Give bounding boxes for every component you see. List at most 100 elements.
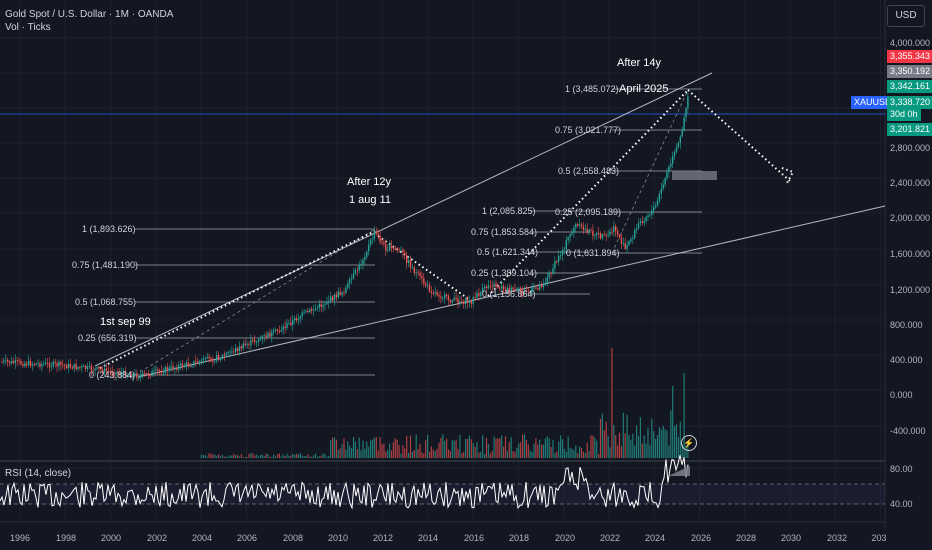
candle-body xyxy=(94,368,96,371)
currency-button[interactable]: USD xyxy=(887,5,925,27)
volume-bar xyxy=(428,451,431,458)
candle-body xyxy=(208,356,210,359)
time-tick: 2032 xyxy=(826,533,848,543)
annotation-sep-99[interactable]: 1st sep 99 xyxy=(100,316,151,328)
rsi-legend[interactable]: RSI (14, close) xyxy=(5,468,72,479)
volume-bar xyxy=(238,456,241,458)
candle-body xyxy=(421,275,423,279)
volume-bar xyxy=(474,446,476,458)
candle-body xyxy=(37,363,39,365)
volume-bar xyxy=(322,453,324,458)
candle-body xyxy=(605,234,607,236)
volume-bar xyxy=(212,454,214,458)
fib-right[interactable] xyxy=(612,88,702,254)
candle-body xyxy=(43,363,45,365)
candle-body xyxy=(191,365,193,367)
candle-body xyxy=(542,284,545,287)
candle-body xyxy=(223,354,225,356)
candle-body xyxy=(635,228,638,231)
volume-bar xyxy=(442,434,444,458)
annotation-after-14y[interactable]: After 14y xyxy=(617,57,662,69)
candle-body xyxy=(620,237,623,244)
candle-body xyxy=(409,260,412,268)
volume-bar xyxy=(609,447,611,458)
annotation-aug-11[interactable]: 1 aug 11 xyxy=(349,194,392,206)
candle-body xyxy=(58,361,60,367)
price-tick: 4,000.000 xyxy=(890,38,931,48)
candle-body xyxy=(164,367,167,373)
volume-bar xyxy=(468,435,470,458)
volume-bar xyxy=(202,455,204,458)
candle-body xyxy=(235,348,237,352)
volume-bar xyxy=(339,448,341,458)
candle-body xyxy=(637,223,640,229)
candle-body xyxy=(485,286,488,289)
volume-legend[interactable]: Vol · Ticks xyxy=(5,22,51,33)
candle-body xyxy=(457,298,459,304)
volume-bar xyxy=(554,453,556,458)
candle-body xyxy=(312,309,315,311)
fib-left[interactable] xyxy=(135,228,375,376)
candle-body xyxy=(487,285,490,289)
candle-body xyxy=(233,351,235,353)
volume-bar xyxy=(628,435,630,458)
candle-body xyxy=(198,361,201,363)
fib-mid-label: 1 (2,085.825) xyxy=(482,206,536,216)
candle-body xyxy=(373,231,376,239)
candle-body xyxy=(501,286,503,289)
volume-bar xyxy=(588,451,590,458)
candle-body xyxy=(563,249,566,251)
volume-bar xyxy=(297,454,299,458)
fib-mid-label: 0.25 (1,389.104) xyxy=(471,268,538,278)
candle-body xyxy=(8,361,11,364)
candle-body xyxy=(489,285,491,287)
candle-body xyxy=(288,322,290,324)
chart-legend[interactable]: Gold Spot / U.S. Dollar · 1M · OANDA Vol… xyxy=(5,8,173,34)
volume-bar xyxy=(491,451,493,458)
annotation-april-2025[interactable]: April 2025 xyxy=(619,83,669,95)
candle-body xyxy=(677,143,680,147)
candle-body xyxy=(12,360,15,364)
candle-body xyxy=(210,358,212,362)
candle-body xyxy=(544,282,547,285)
volume-bar xyxy=(221,455,223,458)
candle-body xyxy=(624,243,626,249)
candle-body xyxy=(352,273,355,279)
candle-body xyxy=(609,231,611,235)
resistance-box[interactable] xyxy=(672,171,717,180)
candle-body xyxy=(379,235,381,242)
annotation-after-12y[interactable]: After 12y xyxy=(347,176,392,188)
candle-body xyxy=(687,96,689,109)
candle-body xyxy=(402,250,404,253)
price-candles[interactable] xyxy=(1,92,689,382)
candle-body xyxy=(159,370,161,372)
candle-body xyxy=(679,136,681,144)
lightning-icon[interactable]: ⚡ xyxy=(681,435,697,451)
candle-body xyxy=(102,369,104,373)
candle-body xyxy=(442,298,444,299)
candle-body xyxy=(341,292,343,295)
candle-body xyxy=(157,369,159,371)
candle-body xyxy=(375,231,377,234)
candle-body xyxy=(535,287,537,289)
candle-body xyxy=(307,310,309,312)
volume-bar xyxy=(208,453,210,458)
fib-mid[interactable] xyxy=(530,210,590,295)
volume-bar xyxy=(392,442,394,458)
volume-bar xyxy=(561,439,564,458)
symbol-title[interactable]: Gold Spot / U.S. Dollar · 1M · OANDA xyxy=(5,9,174,20)
trend-channel[interactable] xyxy=(94,72,886,378)
candle-body xyxy=(282,326,284,331)
candle-body xyxy=(390,245,393,248)
volume-bar xyxy=(567,436,569,458)
volume-bar xyxy=(246,456,248,458)
candle-body xyxy=(364,257,366,260)
volume-bar xyxy=(263,456,265,458)
candle-body xyxy=(77,367,79,369)
volume-bar xyxy=(485,437,488,458)
volume-bar xyxy=(653,431,655,458)
candle-body xyxy=(540,284,543,287)
candle-body xyxy=(569,234,571,238)
candle-body xyxy=(170,366,172,368)
